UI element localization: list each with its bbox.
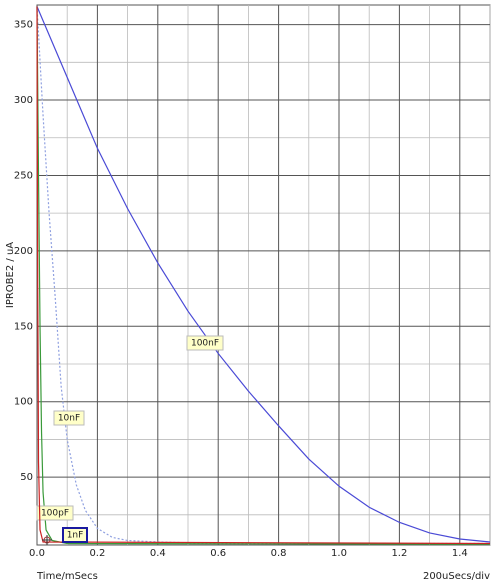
x-tick-label: 1.0 <box>331 548 347 559</box>
x-tick-label: 0.2 <box>89 548 105 559</box>
y-tick-label: 200 <box>14 246 33 257</box>
series-tag: 100pF <box>41 509 69 519</box>
y-axis-label: IPROBE2 / uA <box>5 242 16 308</box>
series-tag-box <box>53 410 85 426</box>
x-axis-label: Time/mSecs <box>36 571 98 582</box>
x-tick-label: 0.0 <box>29 548 45 559</box>
series-tag-box <box>62 527 88 543</box>
series-tag-box <box>36 505 74 521</box>
x-tick-label: 0.4 <box>150 548 166 559</box>
y-tick-label: 250 <box>14 170 33 181</box>
series-tag: 1nF <box>67 531 84 541</box>
y-tick-label: 350 <box>14 20 33 31</box>
plot-area <box>36 4 491 546</box>
x-tick-label: 1.4 <box>452 548 468 559</box>
y-tick-label: 300 <box>14 95 33 106</box>
x-tick-label: 0.6 <box>210 548 226 559</box>
x-tick-label: 1.2 <box>391 548 407 559</box>
x-tick-label: 0.8 <box>271 548 287 559</box>
series-tag-box <box>186 335 224 351</box>
series-line <box>36 6 491 543</box>
scale-label: 200uSecs/div <box>423 571 490 582</box>
series-tag: 10nF <box>58 414 80 424</box>
y-tick-label: 100 <box>14 397 33 408</box>
y-tick-label: 50 <box>20 472 33 483</box>
y-tick-label: 150 <box>14 321 33 332</box>
series-line <box>36 6 491 545</box>
series-tag: 100nF <box>191 339 219 349</box>
